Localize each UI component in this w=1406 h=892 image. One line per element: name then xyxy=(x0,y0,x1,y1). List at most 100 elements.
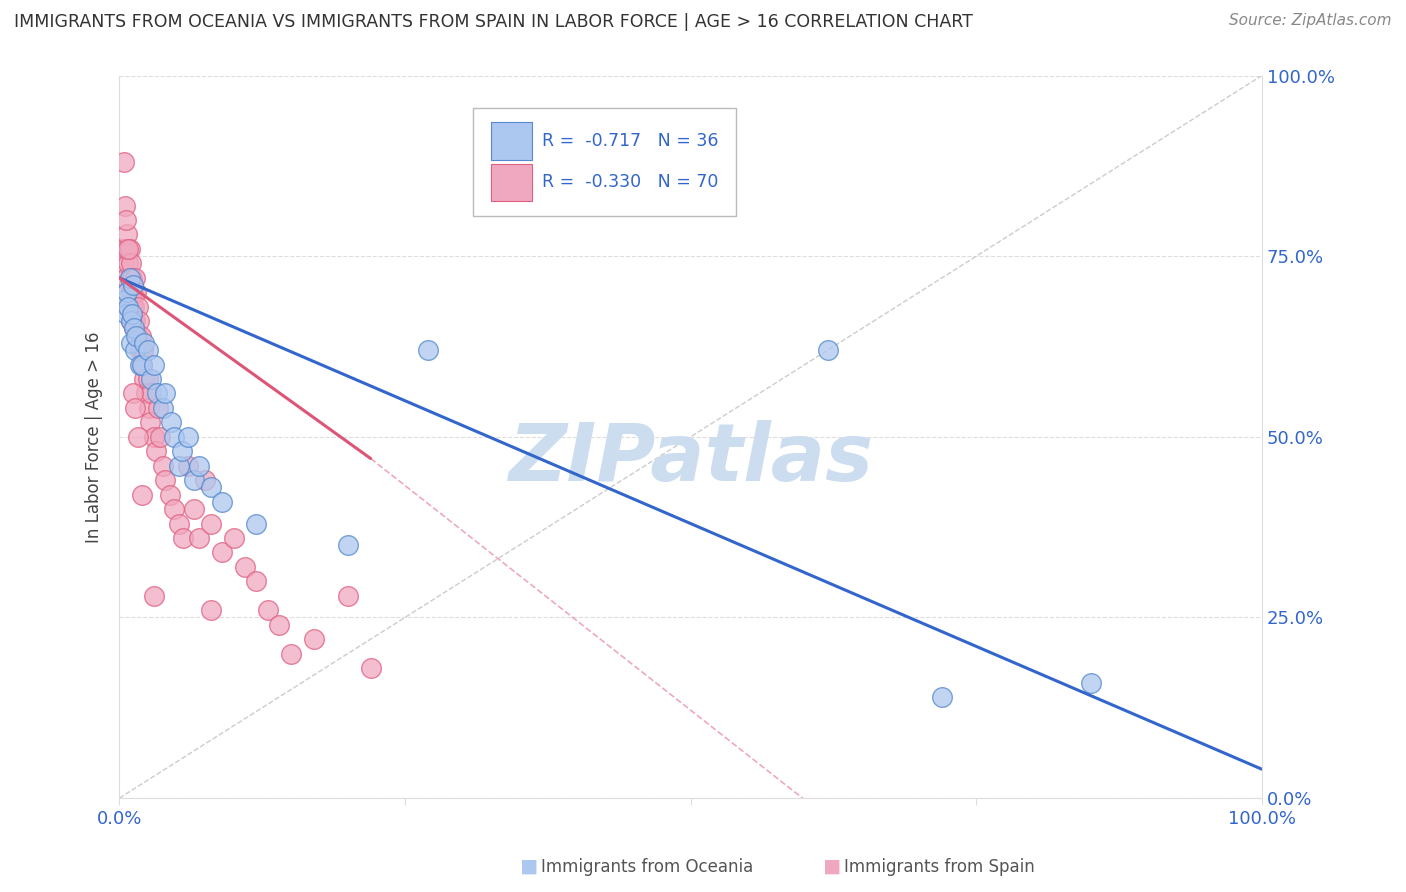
Point xyxy=(172,531,194,545)
Point xyxy=(142,358,165,372)
FancyBboxPatch shape xyxy=(491,163,531,202)
Point xyxy=(200,516,222,531)
Point xyxy=(200,603,222,617)
Point xyxy=(118,270,141,285)
Point xyxy=(117,242,139,256)
Point xyxy=(127,300,149,314)
Point xyxy=(128,343,150,358)
Text: Immigrants from Oceania: Immigrants from Oceania xyxy=(541,858,754,876)
Point xyxy=(177,430,200,444)
Point xyxy=(167,458,190,473)
Point xyxy=(416,343,439,358)
Point xyxy=(131,488,153,502)
Point xyxy=(183,502,205,516)
Point xyxy=(111,242,134,256)
Point xyxy=(134,335,156,350)
Point xyxy=(131,358,153,372)
Point xyxy=(177,458,200,473)
Text: ZIPatlas: ZIPatlas xyxy=(508,419,873,498)
Point xyxy=(183,473,205,487)
Point xyxy=(1080,675,1102,690)
Point xyxy=(136,343,159,358)
Text: IMMIGRANTS FROM OCEANIA VS IMMIGRANTS FROM SPAIN IN LABOR FORCE | AGE > 16 CORRE: IMMIGRANTS FROM OCEANIA VS IMMIGRANTS FR… xyxy=(14,13,973,31)
Point xyxy=(114,293,136,307)
Point xyxy=(188,458,211,473)
Point xyxy=(159,416,181,430)
Point xyxy=(114,198,136,212)
Point xyxy=(120,256,142,270)
Text: Source: ZipAtlas.com: Source: ZipAtlas.com xyxy=(1229,13,1392,29)
Point xyxy=(245,574,267,589)
Point xyxy=(120,335,142,350)
Point xyxy=(122,321,145,335)
Point xyxy=(117,227,139,242)
Point xyxy=(142,589,165,603)
Point xyxy=(188,531,211,545)
FancyBboxPatch shape xyxy=(474,108,737,217)
Point xyxy=(360,661,382,675)
Point xyxy=(115,307,138,321)
Point xyxy=(117,285,139,300)
Point xyxy=(134,372,156,386)
Point xyxy=(200,480,222,494)
Point xyxy=(135,386,157,401)
Text: R =  -0.717   N = 36: R = -0.717 N = 36 xyxy=(543,132,718,150)
Point xyxy=(118,242,141,256)
Point xyxy=(152,401,174,415)
Point xyxy=(132,343,155,358)
Point xyxy=(117,256,139,270)
Point xyxy=(256,603,278,617)
Text: Immigrants from Spain: Immigrants from Spain xyxy=(844,858,1035,876)
Point xyxy=(302,632,325,647)
Point xyxy=(128,314,150,328)
FancyBboxPatch shape xyxy=(491,122,531,160)
Point xyxy=(128,358,150,372)
Text: ◼: ◼ xyxy=(823,857,841,877)
Point xyxy=(127,430,149,444)
Point xyxy=(122,278,145,293)
Point xyxy=(125,328,148,343)
Point xyxy=(120,314,142,328)
Point xyxy=(117,300,139,314)
Point xyxy=(172,444,194,458)
Text: ◼: ◼ xyxy=(520,857,538,877)
Point xyxy=(280,647,302,661)
Point xyxy=(146,386,169,401)
Point xyxy=(122,300,145,314)
Point xyxy=(269,617,291,632)
Point xyxy=(336,538,359,552)
Point xyxy=(152,458,174,473)
Point xyxy=(245,516,267,531)
Point xyxy=(125,285,148,300)
Point xyxy=(141,372,163,386)
Point xyxy=(167,516,190,531)
Point xyxy=(112,155,135,169)
Point xyxy=(122,386,145,401)
Point xyxy=(163,502,186,516)
Point xyxy=(817,343,839,358)
Point xyxy=(112,256,135,270)
Point xyxy=(120,285,142,300)
Point xyxy=(141,386,163,401)
Point xyxy=(931,690,953,704)
Point xyxy=(120,314,142,328)
Point xyxy=(124,401,146,415)
Point xyxy=(146,401,169,415)
Point xyxy=(117,300,139,314)
Point xyxy=(153,386,176,401)
Point xyxy=(115,270,138,285)
Point xyxy=(222,531,245,545)
Point xyxy=(118,270,141,285)
Point xyxy=(122,321,145,335)
Point xyxy=(142,430,165,444)
Point xyxy=(211,495,233,509)
Point xyxy=(136,372,159,386)
Text: R =  -0.330   N = 70: R = -0.330 N = 70 xyxy=(543,173,718,192)
Point xyxy=(121,300,143,314)
Point xyxy=(153,473,176,487)
Point xyxy=(233,560,256,574)
Point xyxy=(117,285,139,300)
Point xyxy=(336,589,359,603)
Point xyxy=(115,213,138,227)
Point xyxy=(163,430,186,444)
